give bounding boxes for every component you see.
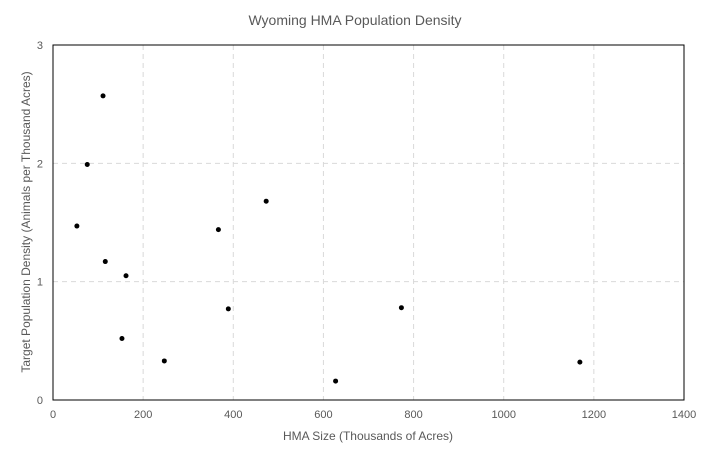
data-point (333, 378, 339, 384)
data-point (102, 259, 108, 265)
data-point (74, 223, 80, 229)
x-tick-label: 400 (224, 409, 242, 421)
data-point (225, 306, 231, 312)
data-point (215, 227, 221, 233)
y-tick-label: 1 (37, 277, 43, 289)
y-tick-label: 3 (37, 40, 43, 52)
data-point (84, 162, 90, 168)
y-tick-label: 2 (37, 158, 43, 170)
data-point (161, 358, 167, 364)
tick-labels: 0 200 400 600 800 1000 1200 1400 0 1 2 3 (37, 40, 696, 421)
x-tick-label: 600 (314, 409, 332, 421)
gridlines (53, 45, 684, 400)
y-axis-label: Target Population Density (Animals per T… (19, 71, 33, 372)
y-tick-label: 0 (37, 395, 43, 407)
data-points (74, 93, 583, 384)
x-tick-label: 1000 (491, 409, 515, 421)
x-tick-label: 1200 (582, 409, 606, 421)
data-point (123, 273, 129, 279)
x-tick-label: 1400 (672, 409, 696, 421)
chart-title: Wyoming HMA Population Density (248, 12, 461, 28)
data-point (100, 93, 106, 99)
x-tick-label: 200 (134, 409, 152, 421)
data-point (119, 335, 125, 341)
x-tick-label: 800 (404, 409, 422, 421)
data-point (577, 359, 583, 365)
x-axis-label: HMA Size (Thousands of Acres) (283, 429, 453, 443)
data-point (263, 198, 269, 204)
data-point (398, 305, 404, 311)
plot-area-border (52, 44, 685, 401)
x-tick-label: 0 (50, 409, 56, 421)
